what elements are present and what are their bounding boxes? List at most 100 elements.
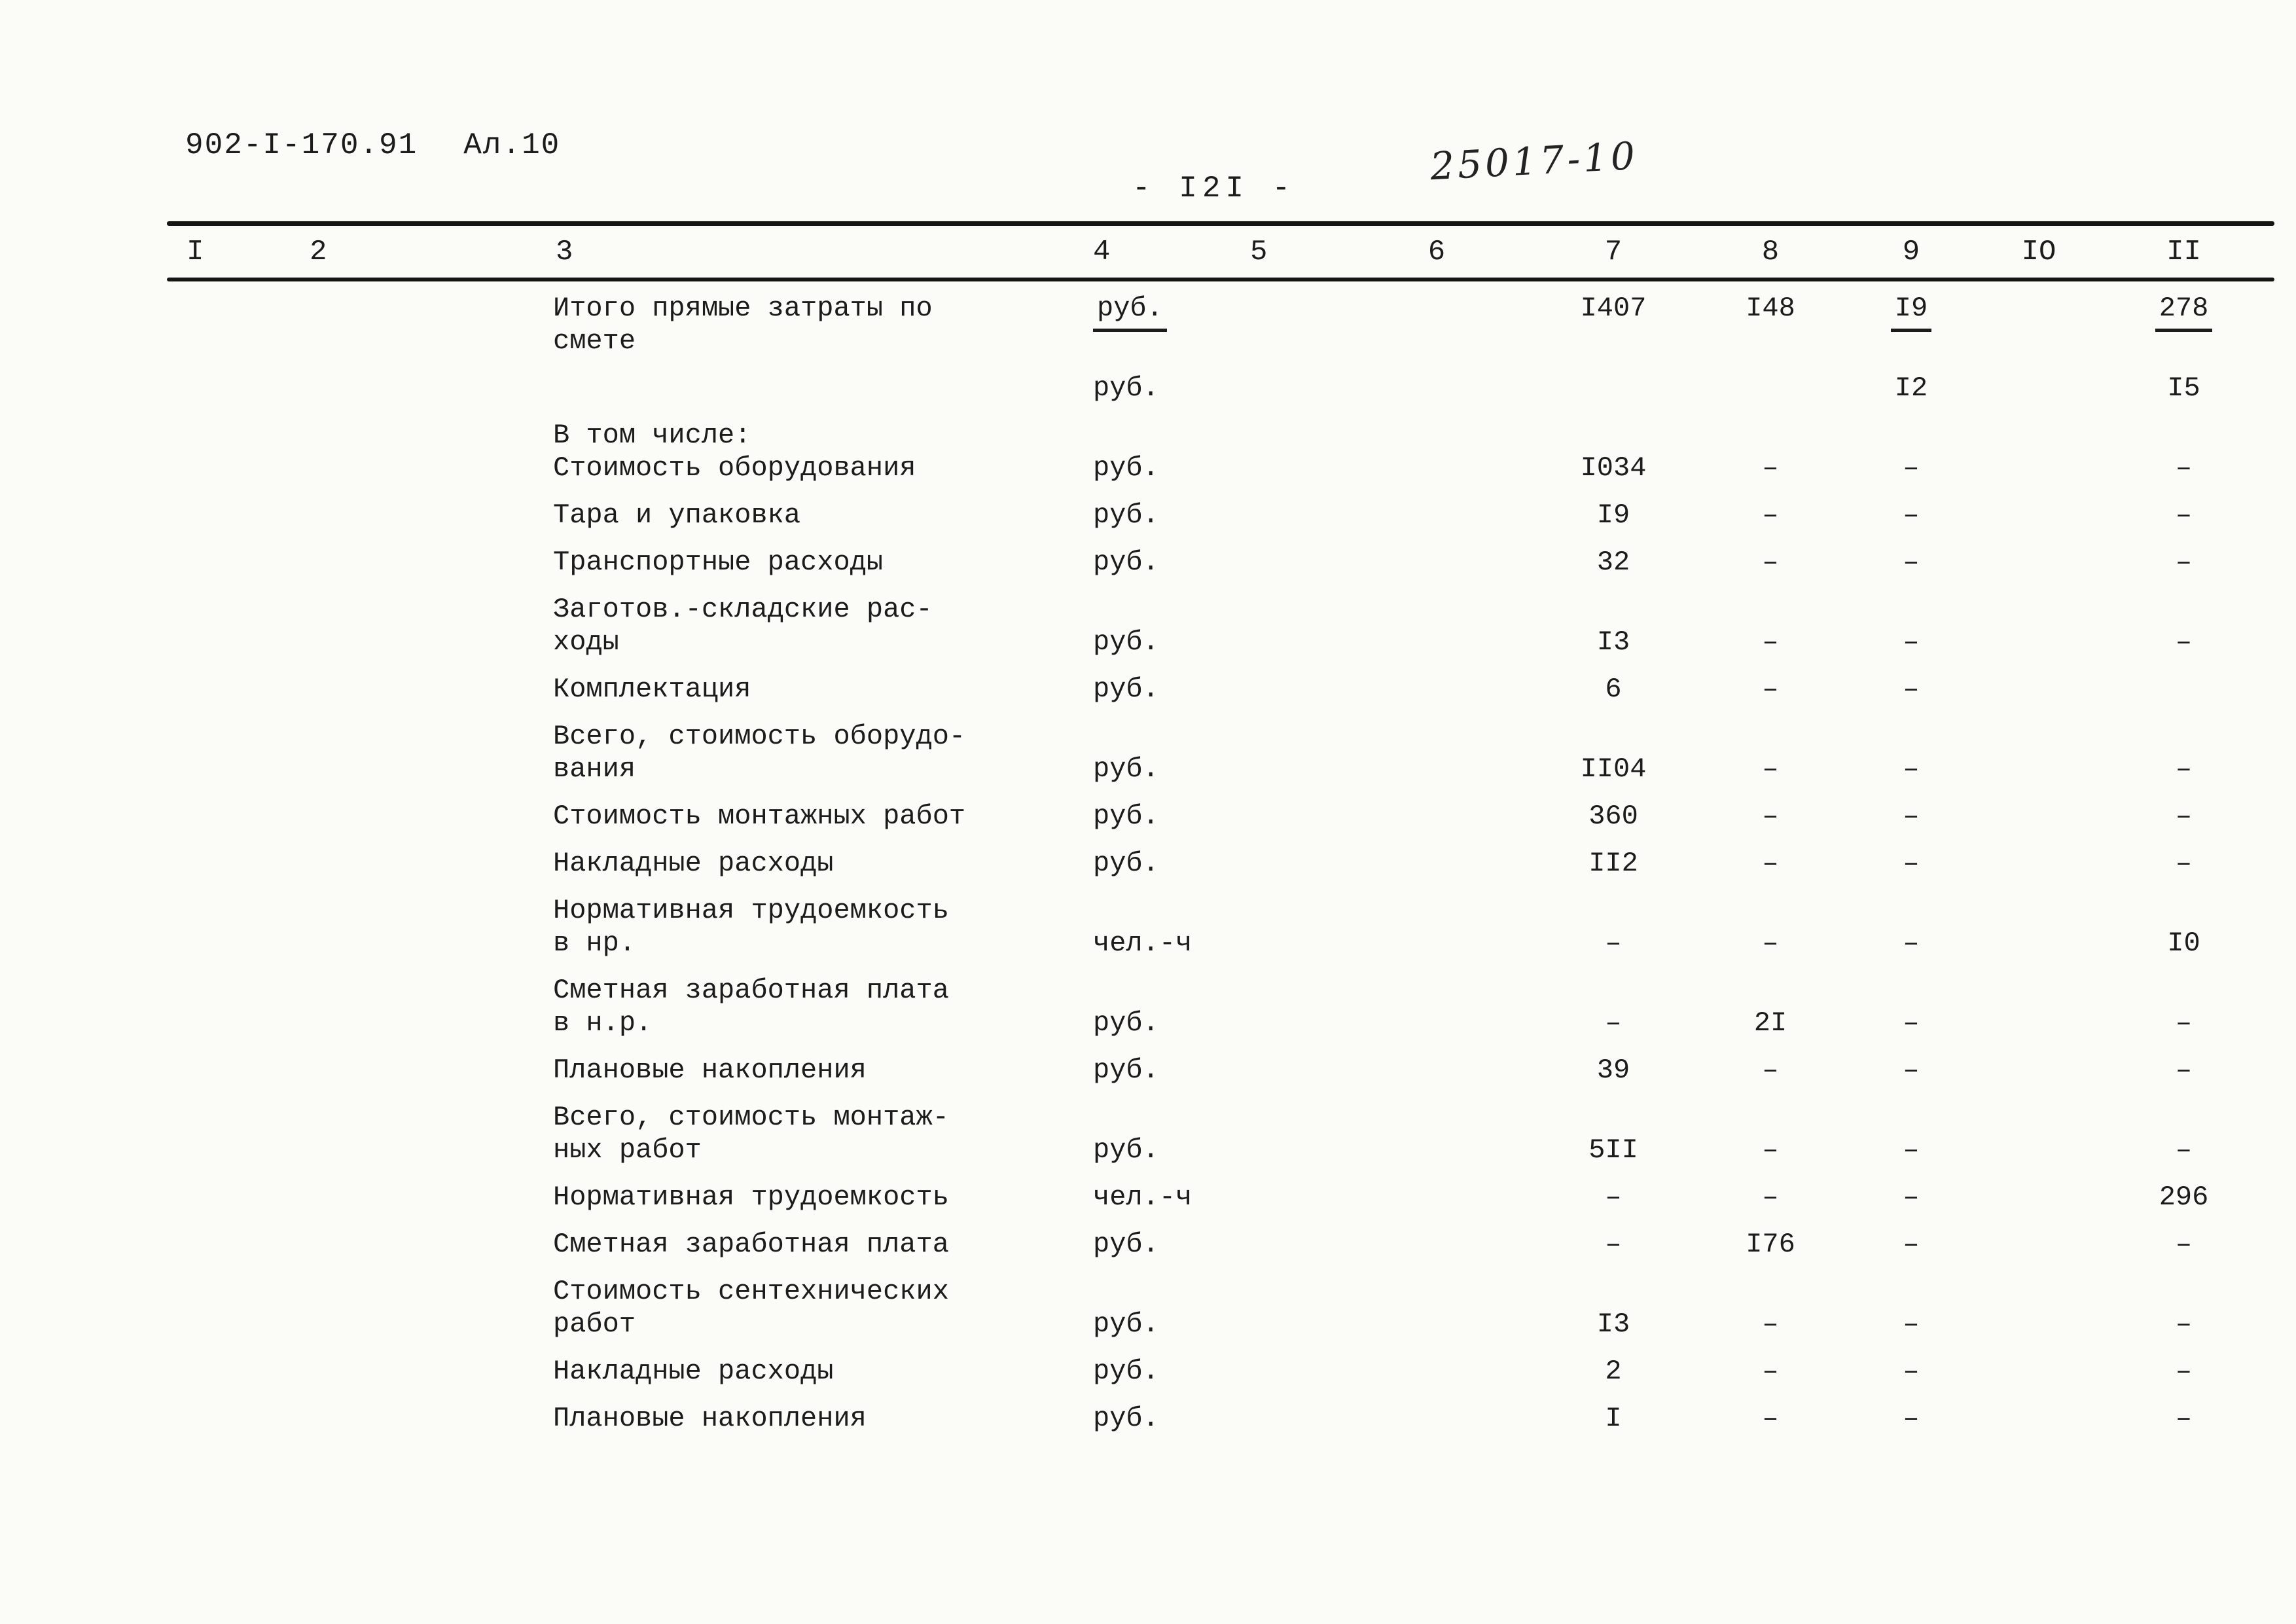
cell-8: 2I bbox=[1753, 1007, 1787, 1039]
cell-unit: руб. bbox=[1093, 801, 1159, 832]
cell-9: – bbox=[1903, 547, 1920, 578]
cell-11: 296 bbox=[2159, 1182, 2209, 1213]
row-label: Сметная заработная плата bbox=[553, 1228, 1086, 1261]
table-row: Накладные расходы руб. 2 – – – bbox=[168, 1355, 2273, 1388]
row-label: Транспортные расходы bbox=[553, 546, 1086, 579]
cell-unit: руб. bbox=[1093, 1229, 1159, 1260]
cell-1 bbox=[168, 1134, 293, 1166]
cell-7: – bbox=[1605, 928, 1622, 959]
cell-9: – bbox=[1903, 848, 1920, 879]
cell-2 bbox=[293, 1054, 553, 1087]
cell-11: – bbox=[2175, 1403, 2193, 1434]
cell-unit: руб. bbox=[1093, 547, 1159, 578]
document-header: 902-I-170.91 Ал.10 bbox=[185, 128, 560, 162]
table-row: Тара и упаковка руб. I9 – – – bbox=[168, 499, 2273, 532]
cell-5 bbox=[1224, 499, 1348, 532]
cell-7: – bbox=[1605, 1007, 1622, 1039]
cell-7: 360 bbox=[1588, 801, 1638, 832]
cell-unit: руб. bbox=[1086, 292, 1224, 332]
cell-5 bbox=[1224, 546, 1348, 579]
row-label-line: Накладные расходы bbox=[553, 848, 834, 879]
row-label-line: В том числе: bbox=[553, 420, 751, 451]
row-label-line: Итого прямые затраты по bbox=[553, 293, 933, 324]
cell-7: II2 bbox=[1588, 848, 1638, 879]
row-label-line: в нр. bbox=[553, 928, 636, 959]
row-label: Заготов.-складские рас-ходы bbox=[553, 593, 1086, 659]
cell-9: – bbox=[1903, 801, 1920, 832]
cell-11: I5 bbox=[2167, 372, 2200, 404]
cell-5 bbox=[1224, 1134, 1348, 1166]
cell-10 bbox=[1983, 1054, 2094, 1087]
cell-2 bbox=[293, 1134, 553, 1166]
row-label: Комплектация bbox=[553, 673, 1086, 706]
cell-8 bbox=[1702, 372, 1839, 405]
row-label-line: Накладные расходы bbox=[553, 1356, 834, 1387]
cell-6 bbox=[1348, 1054, 1525, 1087]
table-row: Транспортные расходы руб. 32 – – – bbox=[168, 546, 2273, 579]
cell-11: – bbox=[2175, 626, 2193, 658]
row-label-line: Нормативная трудоемкость bbox=[553, 1182, 949, 1213]
cell-9: – bbox=[1903, 674, 1920, 705]
cell-9: I9 bbox=[1839, 292, 1983, 332]
table-row: Нормативная трудоемкость в нр. чел.-ч – –… bbox=[168, 894, 2273, 960]
cell-5 bbox=[1224, 1355, 1348, 1388]
cell-2 bbox=[293, 1181, 553, 1214]
doc-number: 902-I-170.91 bbox=[185, 128, 418, 162]
cell-1 bbox=[168, 452, 293, 484]
cell-9: – bbox=[1903, 1007, 1920, 1039]
cell-2 bbox=[293, 800, 553, 833]
cell-8: – bbox=[1762, 848, 1779, 879]
cell-2 bbox=[293, 292, 553, 325]
cell-11: – bbox=[2175, 1134, 2193, 1166]
cell-8: I76 bbox=[1746, 1229, 1795, 1260]
cell-unit: чел.-ч bbox=[1093, 1182, 1193, 1213]
cell-unit: руб. bbox=[1093, 499, 1159, 531]
cell-6 bbox=[1348, 800, 1525, 833]
table-row: Заготов.-складские рас-ходы руб. I3 – – … bbox=[168, 593, 2273, 659]
cell-6 bbox=[1348, 1134, 1525, 1166]
cell-5 bbox=[1224, 452, 1348, 484]
cell-11 bbox=[2094, 673, 2273, 706]
cell-1 bbox=[168, 292, 293, 325]
row-label-line: в н.р. bbox=[553, 1007, 653, 1039]
column-header: 6 bbox=[1427, 235, 1446, 268]
cell-7: I3 bbox=[1596, 626, 1630, 658]
cell-5 bbox=[1224, 800, 1348, 833]
cell-1 bbox=[168, 1181, 293, 1214]
cell-8: – bbox=[1762, 674, 1779, 705]
column-header: I bbox=[187, 235, 204, 268]
cell-unit: руб. bbox=[1093, 626, 1159, 658]
cell-6 bbox=[1348, 1308, 1525, 1341]
cell-9: – bbox=[1903, 1308, 1920, 1340]
cell-9: – bbox=[1903, 1182, 1920, 1213]
cell-9: – bbox=[1903, 1229, 1920, 1260]
table-row: руб. I2 I5 bbox=[168, 372, 2273, 405]
cell-11: I0 bbox=[2167, 928, 2200, 959]
row-label: Стоимость монтажных работ bbox=[553, 800, 1086, 833]
cell-10 bbox=[1983, 499, 2094, 532]
cell-9: – bbox=[1903, 1403, 1920, 1434]
column-header: 9 bbox=[1902, 235, 1920, 268]
cell-6 bbox=[1348, 673, 1525, 706]
row-label-line: Всего, стоимость монтаж- bbox=[553, 1102, 949, 1133]
row-label-line: Нормативная трудоемкость bbox=[553, 895, 949, 926]
table-header-row: I 2 3 4 5 6 7 8 9 IO II bbox=[168, 226, 2273, 278]
row-label-line: Сметная заработная плата bbox=[553, 1229, 949, 1260]
cell-8: – bbox=[1762, 801, 1779, 832]
cell-6 bbox=[1348, 1355, 1525, 1388]
cell-11: – bbox=[2175, 1229, 2193, 1260]
cell-6 bbox=[1348, 372, 1525, 405]
column-header: IO bbox=[2021, 235, 2056, 268]
cell-9: – bbox=[1903, 626, 1920, 658]
cell-10 bbox=[1983, 927, 2094, 960]
row-label-line: Транспортные расходы bbox=[553, 547, 884, 578]
table-row: Плановые накопления руб. I – – – bbox=[168, 1402, 2273, 1435]
cell-unit: руб. bbox=[1093, 1308, 1159, 1340]
cell-8: – bbox=[1762, 499, 1779, 531]
cell-10 bbox=[1983, 1308, 2094, 1341]
cell-1 bbox=[168, 1007, 293, 1039]
cell-10 bbox=[1983, 292, 2094, 325]
cell-11: 278 bbox=[2094, 292, 2273, 332]
cell-7: I9 bbox=[1596, 499, 1630, 531]
cell-2 bbox=[293, 499, 553, 532]
